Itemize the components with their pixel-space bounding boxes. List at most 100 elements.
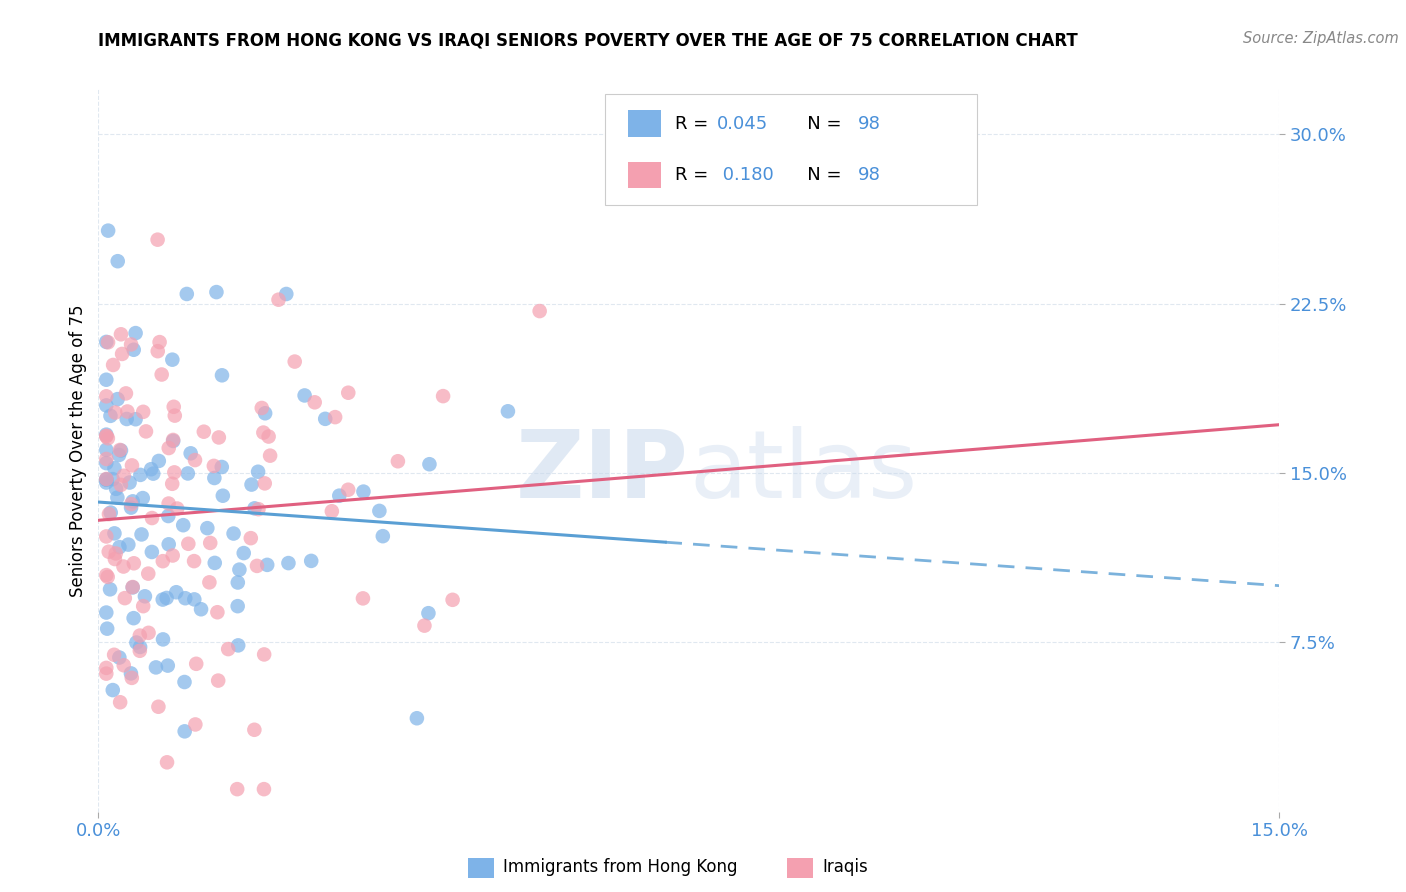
Point (108, 695, 131, 709)
Point (112, 559, 135, 574)
Point (163, 400, 186, 414)
Point (142, 467, 165, 481)
Point (114, 591, 136, 606)
Point (163, 466, 186, 480)
Point (103, 526, 125, 541)
Point (121, 458, 143, 473)
Point (100, 409, 122, 423)
Point (96, 606, 118, 620)
Point (253, 648, 276, 662)
Point (323, 410, 346, 425)
Point (128, 629, 150, 643)
Point (314, 412, 336, 426)
Point (276, 287, 298, 301)
Point (122, 611, 145, 625)
Point (112, 468, 135, 483)
Point (222, 526, 245, 541)
Point (156, 756, 179, 770)
Point (205, 285, 228, 299)
Point (108, 442, 131, 457)
Point (110, 327, 132, 342)
Point (129, 640, 152, 654)
Point (101, 472, 124, 486)
Point (208, 430, 231, 444)
Point (184, 453, 207, 467)
Point (146, 233, 169, 247)
Point (232, 546, 254, 560)
Point (226, 575, 249, 590)
Point (139, 462, 162, 476)
Point (162, 433, 184, 447)
Point (204, 556, 226, 570)
Point (120, 497, 142, 511)
Point (111, 347, 134, 361)
Point (198, 575, 221, 590)
Point (103, 461, 125, 475)
Point (496, 404, 519, 418)
Point (211, 368, 233, 383)
Point (177, 467, 200, 481)
Point (157, 497, 180, 511)
Point (337, 385, 360, 400)
Point (124, 412, 146, 426)
Point (110, 443, 132, 458)
Text: N =: N = (790, 166, 848, 184)
Point (226, 639, 249, 653)
Point (104, 546, 127, 560)
Point (129, 467, 152, 482)
Point (193, 425, 215, 439)
Point (105, 491, 128, 505)
Point (162, 352, 184, 367)
Point (103, 648, 125, 662)
Point (117, 538, 139, 552)
Point (96, 666, 118, 681)
Point (418, 457, 440, 471)
Point (146, 344, 169, 359)
Point (96, 398, 118, 412)
Point (96, 429, 118, 443)
Point (131, 527, 153, 541)
Point (243, 501, 266, 516)
Point (97, 431, 120, 445)
Point (353, 484, 375, 499)
Point (97, 335, 120, 350)
Text: R =: R = (675, 166, 714, 184)
Point (328, 489, 350, 503)
Point (104, 405, 127, 419)
Point (96, 661, 118, 675)
Point (190, 602, 212, 616)
Point (529, 304, 551, 318)
Point (97, 224, 120, 238)
Point (250, 401, 273, 415)
Point (121, 580, 143, 594)
Point (117, 404, 139, 418)
Point (172, 518, 194, 533)
Point (96, 473, 118, 487)
Point (160, 476, 183, 491)
Point (243, 723, 266, 737)
Text: ZIP: ZIP (516, 426, 689, 518)
Point (211, 460, 233, 475)
Point (304, 395, 326, 409)
Point (141, 545, 163, 559)
Point (100, 506, 122, 520)
Point (152, 592, 174, 607)
Point (108, 650, 131, 665)
Point (101, 358, 124, 372)
Point (96, 373, 118, 387)
Point (115, 386, 138, 401)
Y-axis label: Seniors Poverty Over the Age of 75: Seniors Poverty Over the Age of 75 (69, 304, 87, 597)
Point (132, 405, 155, 419)
Point (135, 425, 157, 439)
Point (173, 724, 195, 739)
Point (321, 504, 343, 518)
Point (195, 521, 218, 535)
Point (97, 570, 120, 584)
Point (413, 618, 436, 632)
Point (97, 507, 120, 521)
Point (165, 585, 187, 599)
Point (157, 441, 180, 455)
Point (110, 478, 132, 492)
Point (267, 293, 290, 307)
Point (183, 592, 205, 607)
